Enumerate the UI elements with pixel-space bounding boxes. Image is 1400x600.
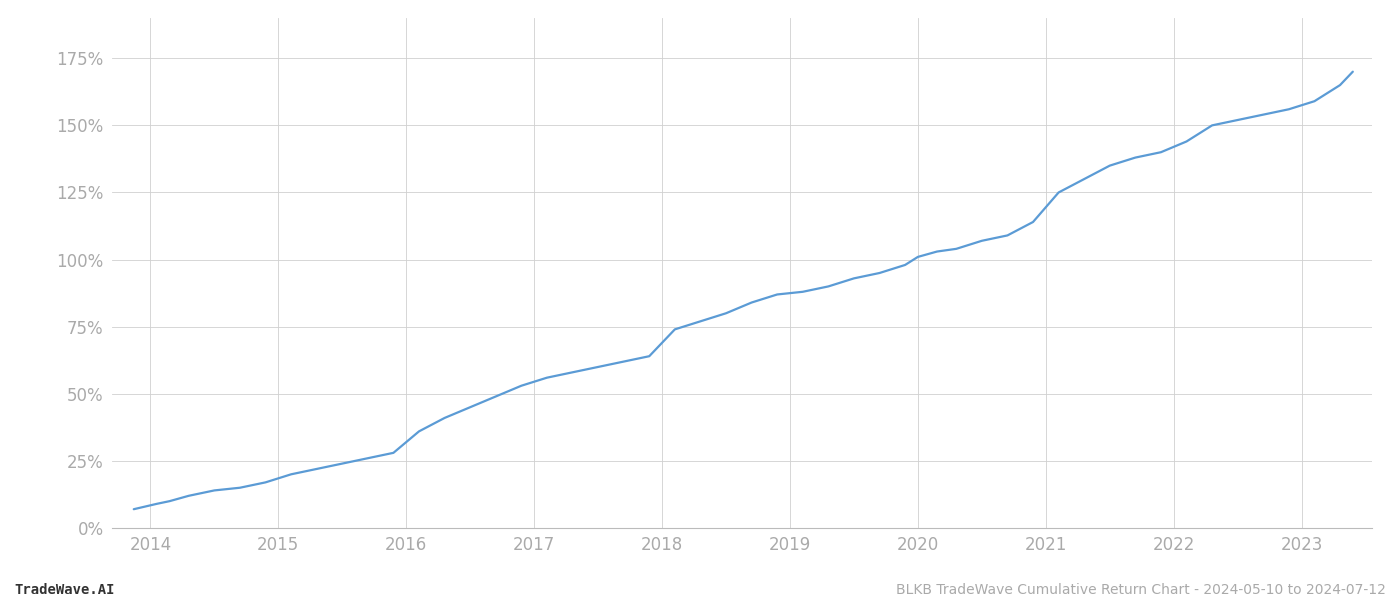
- Text: BLKB TradeWave Cumulative Return Chart - 2024-05-10 to 2024-07-12: BLKB TradeWave Cumulative Return Chart -…: [896, 583, 1386, 597]
- Text: TradeWave.AI: TradeWave.AI: [14, 583, 115, 597]
